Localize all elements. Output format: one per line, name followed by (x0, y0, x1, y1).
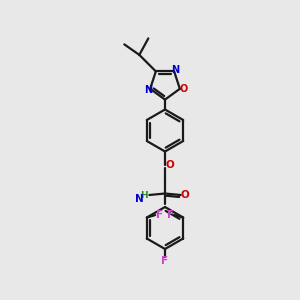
Text: N: N (135, 194, 144, 204)
Text: F: F (156, 209, 163, 220)
Text: H: H (140, 190, 148, 200)
Text: O: O (181, 190, 190, 200)
Text: F: F (167, 209, 174, 220)
Text: O: O (165, 160, 174, 170)
Text: F: F (161, 256, 169, 266)
Text: O: O (179, 84, 188, 94)
Text: N: N (171, 65, 179, 75)
Text: N: N (144, 85, 152, 95)
